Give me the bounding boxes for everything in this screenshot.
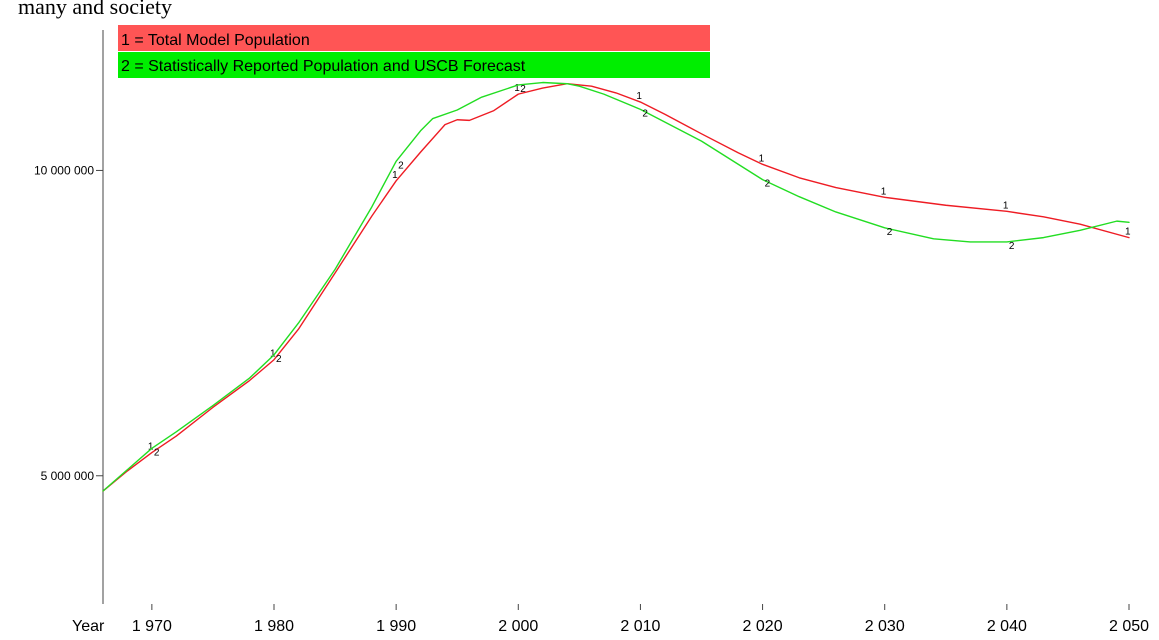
legend-item-2-background	[118, 52, 710, 78]
series-2-marker-0: 2	[154, 447, 160, 458]
y-ticks-layer: 5 000 000 10 000 000	[34, 163, 103, 483]
top-text-fragment: many and society	[18, 0, 172, 19]
series-2-marker-4: 2	[642, 108, 648, 119]
x-tick-label-6: 2 030	[865, 618, 905, 635]
x-tick-label-5: 2 020	[743, 618, 783, 635]
series-1-marker-1: 1	[270, 349, 276, 360]
series-line-1	[102, 83, 1130, 492]
series-1-marker-3: 1	[514, 83, 520, 94]
legend-item-1-background	[118, 25, 710, 51]
y-tick-label-0: 5 000 000	[41, 469, 95, 483]
legend-item-1-text: 1 = Total Model Population	[121, 32, 310, 49]
series-2-marker-1: 2	[276, 354, 282, 365]
x-tick-label-1: 1 980	[254, 618, 294, 635]
x-tick-label-7: 2 040	[987, 618, 1027, 635]
series-1-marker-2: 1	[392, 170, 398, 181]
series-2-marker-7: 2	[1009, 241, 1015, 252]
legend-item-2-text: 2 = Statistically Reported Population an…	[121, 58, 526, 75]
x-tick-label-0: 1 970	[132, 618, 172, 635]
x-ticks-layer: 1 970 1 980 1 990 2 000 2 010 2 020 2 030 2 040…	[132, 604, 1149, 635]
series-1-marker-6: 1	[881, 186, 887, 197]
series-2-marker-6: 2	[887, 227, 893, 238]
series-line-2	[102, 81, 1130, 492]
series-2-marker-5: 2	[765, 179, 771, 190]
series-1-marker-4: 1	[636, 91, 642, 102]
series-2-marker-2: 2	[398, 160, 404, 171]
y-tick-label-1: 10 000 000	[34, 163, 94, 177]
x-axis-title: Year	[72, 618, 105, 635]
x-tick-label-4: 2 010	[620, 618, 660, 635]
series-1-marker-0: 1	[148, 442, 154, 453]
x-tick-label-2: 1 990	[376, 618, 416, 635]
series-2-marker-3: 2	[520, 84, 526, 95]
series-1-marker-5: 1	[759, 153, 765, 164]
series-1-marker-8: 1	[1125, 227, 1131, 238]
series-1-marker-7: 1	[1003, 200, 1009, 211]
x-tick-label-8: 2 050	[1109, 618, 1149, 635]
x-tick-label-3: 2 000	[498, 618, 538, 635]
